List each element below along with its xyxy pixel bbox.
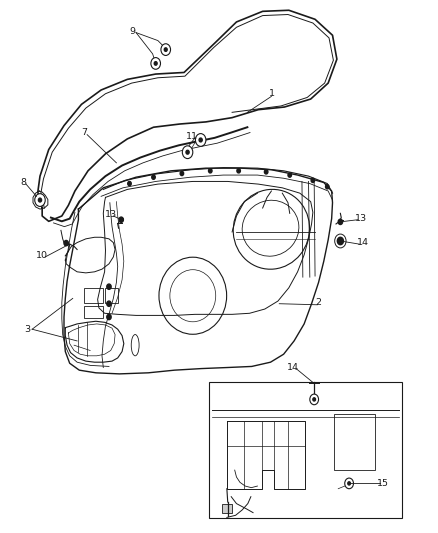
Circle shape xyxy=(107,301,111,306)
Bar xyxy=(106,288,118,303)
Circle shape xyxy=(64,240,68,246)
Circle shape xyxy=(311,178,314,182)
Circle shape xyxy=(182,146,193,159)
Circle shape xyxy=(310,394,318,405)
Circle shape xyxy=(186,150,189,154)
Circle shape xyxy=(313,398,315,401)
Circle shape xyxy=(164,48,167,51)
Text: 15: 15 xyxy=(377,479,389,488)
Text: 9: 9 xyxy=(130,27,135,36)
Circle shape xyxy=(338,219,343,224)
Text: 2: 2 xyxy=(315,298,321,307)
Text: 14: 14 xyxy=(357,238,369,247)
Circle shape xyxy=(119,217,124,222)
Circle shape xyxy=(151,58,160,69)
Circle shape xyxy=(348,482,350,485)
Circle shape xyxy=(107,314,111,320)
Text: 13: 13 xyxy=(105,211,117,220)
Circle shape xyxy=(208,168,212,173)
Circle shape xyxy=(325,184,329,189)
Bar xyxy=(209,382,402,518)
Circle shape xyxy=(288,173,291,177)
Circle shape xyxy=(180,171,184,175)
Circle shape xyxy=(237,168,240,173)
Bar xyxy=(84,288,103,303)
Circle shape xyxy=(265,169,268,174)
Circle shape xyxy=(35,193,45,206)
Circle shape xyxy=(345,478,353,489)
Text: 8: 8 xyxy=(21,178,26,187)
Circle shape xyxy=(128,181,131,185)
Text: 7: 7 xyxy=(81,128,88,137)
Text: 3: 3 xyxy=(25,325,31,334)
Text: 14: 14 xyxy=(287,363,299,372)
Text: 13: 13 xyxy=(355,214,367,223)
Bar xyxy=(223,504,232,513)
Circle shape xyxy=(107,284,111,289)
Circle shape xyxy=(154,62,157,65)
Text: 11: 11 xyxy=(186,132,198,141)
Text: 1: 1 xyxy=(269,89,275,98)
Circle shape xyxy=(337,237,343,245)
Circle shape xyxy=(161,44,170,55)
Circle shape xyxy=(199,138,202,142)
Bar xyxy=(334,414,375,470)
Circle shape xyxy=(39,198,42,202)
Circle shape xyxy=(195,134,206,147)
Bar xyxy=(84,306,103,318)
Text: 10: 10 xyxy=(36,252,48,260)
Circle shape xyxy=(152,175,155,179)
